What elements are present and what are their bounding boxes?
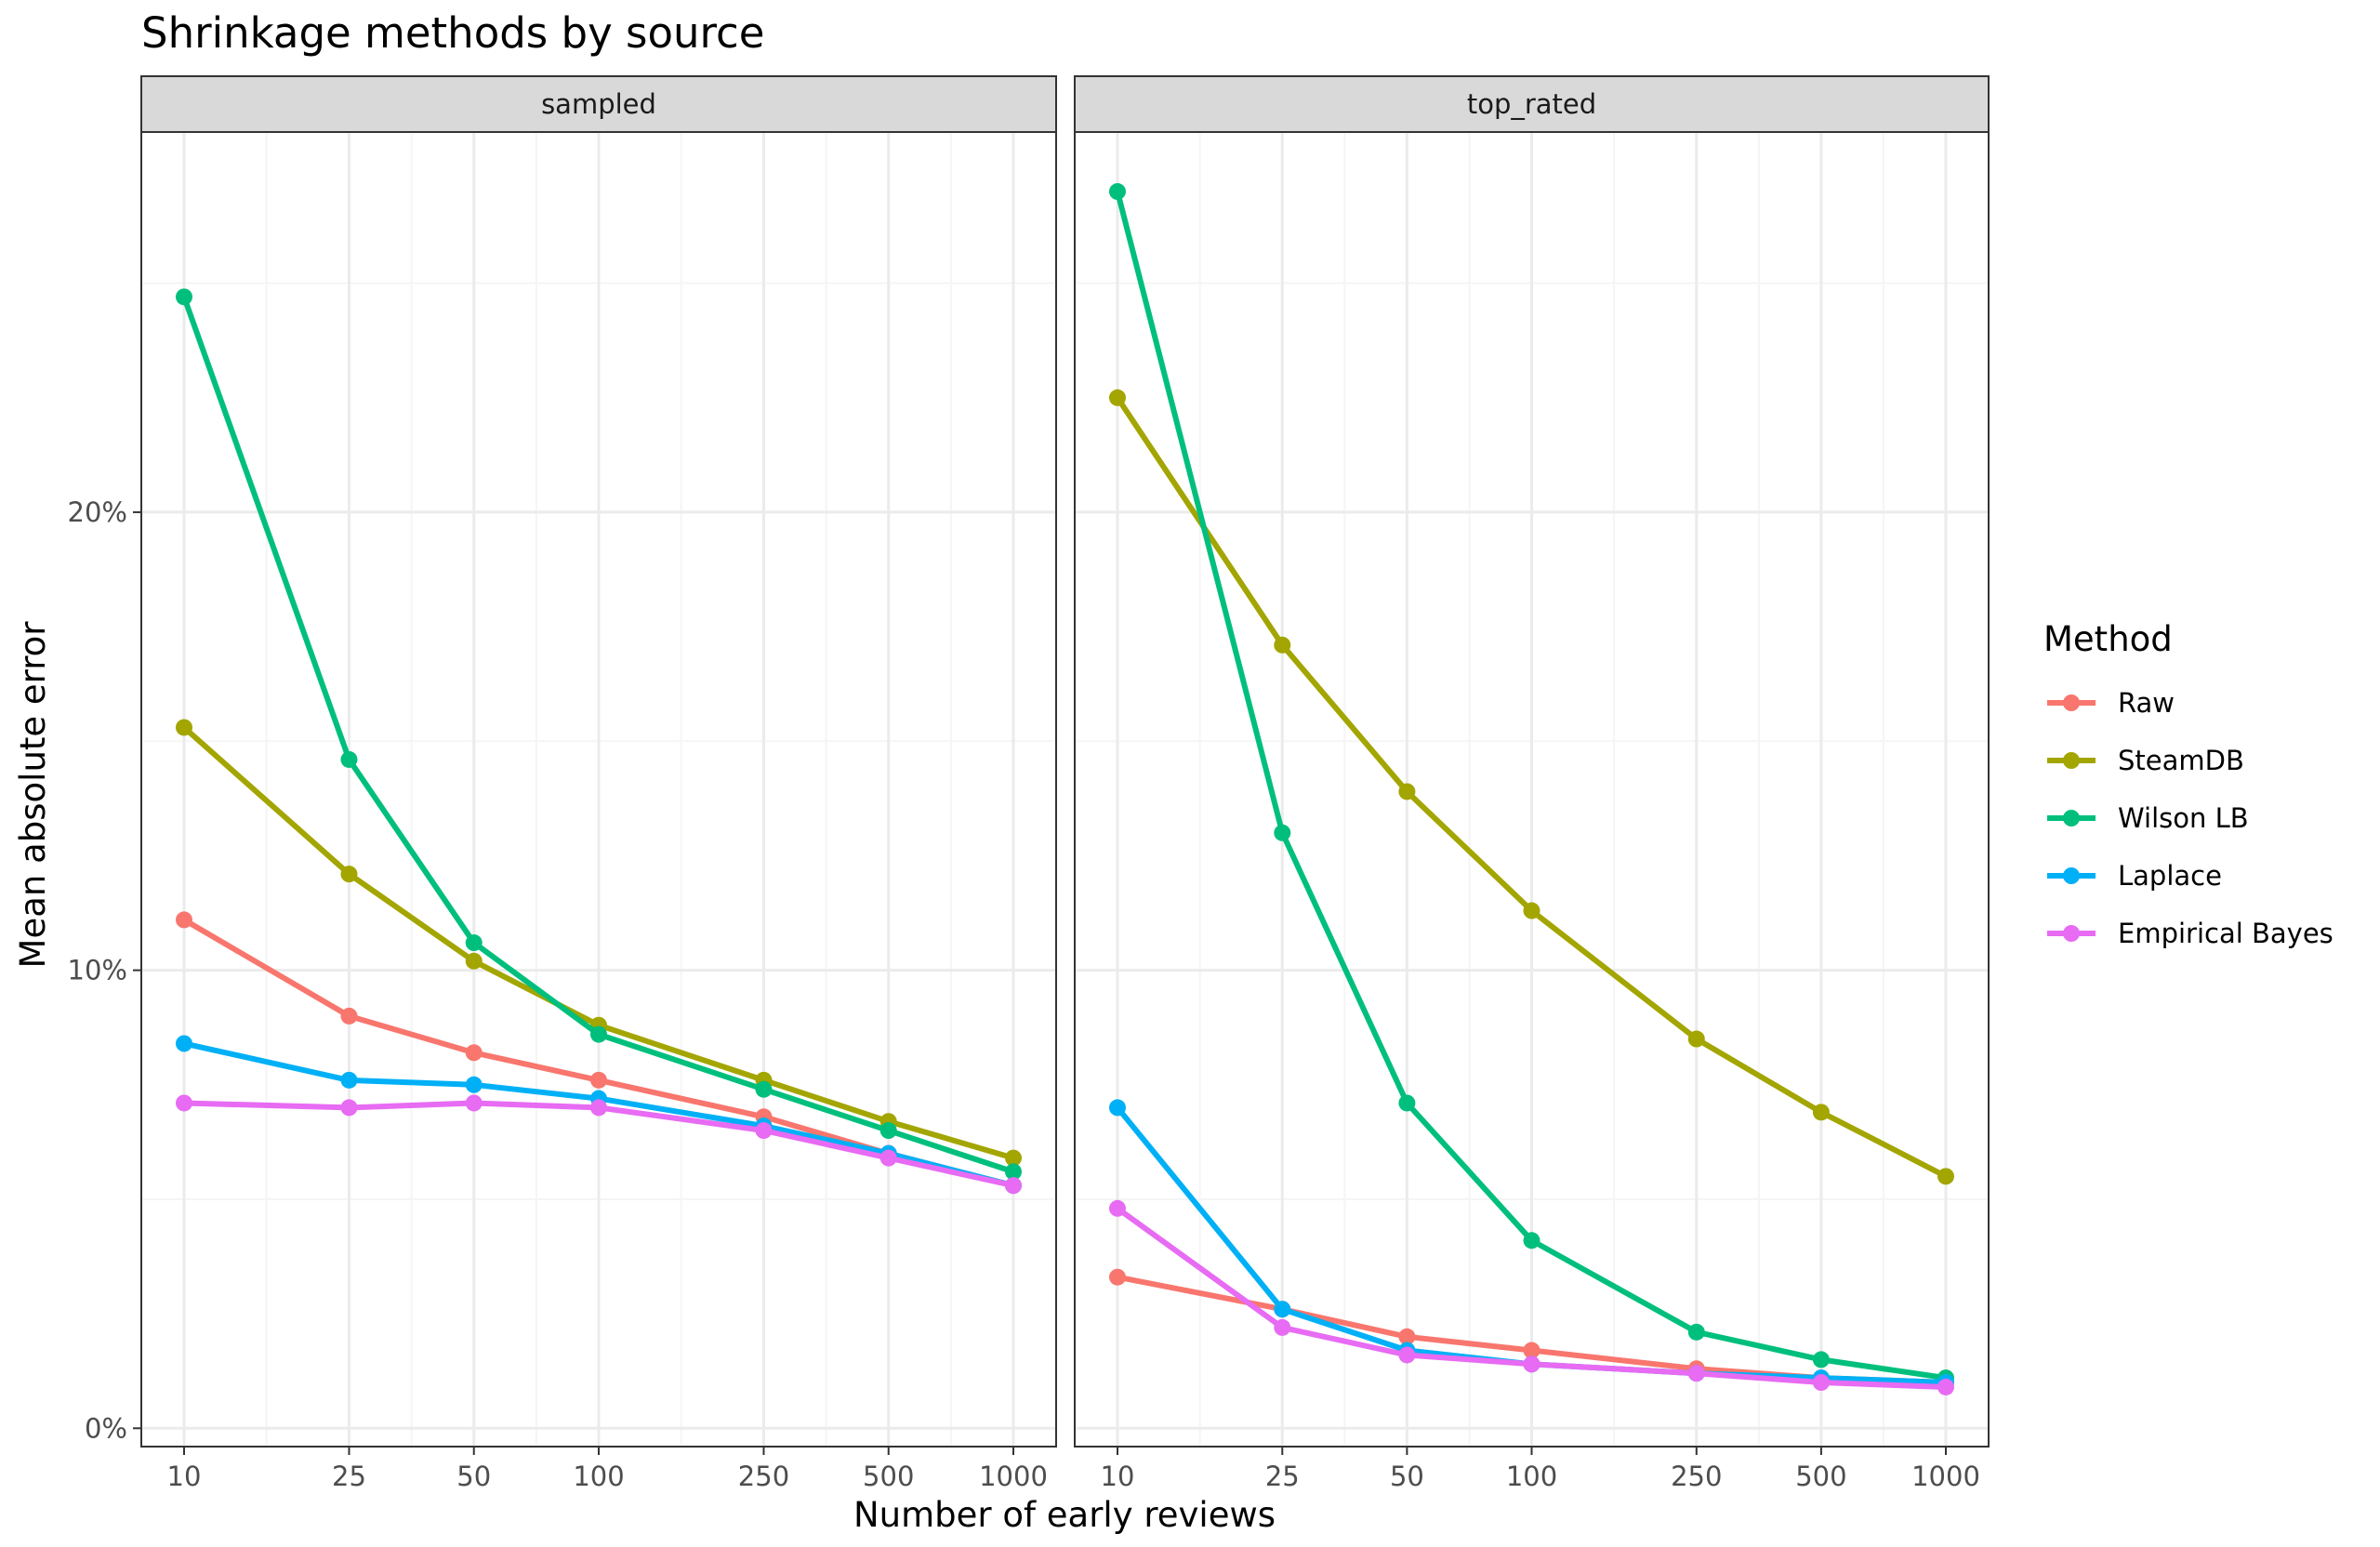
- legend-item: Wilson LB: [2047, 802, 2249, 834]
- legend-label: Raw: [2118, 687, 2175, 719]
- facet-panels: sampled 10 25 50 100 250 500 1000 top_rated 10 25 5…: [68, 75, 1990, 1492]
- x-tick-label: 250: [1671, 1461, 1722, 1492]
- data-point: [1274, 1301, 1291, 1318]
- data-point: [1687, 1365, 1705, 1382]
- data-point: [1109, 183, 1126, 201]
- x-tick-label: 1000: [979, 1461, 1048, 1492]
- legend-key-point: [2063, 925, 2080, 942]
- data-point: [590, 1099, 607, 1117]
- y-tick-label: 0%: [85, 1412, 127, 1444]
- data-point: [465, 934, 483, 952]
- data-point: [340, 750, 358, 768]
- x-tick-label: 500: [1795, 1461, 1846, 1492]
- data-point: [340, 1071, 358, 1089]
- data-point: [1109, 1099, 1126, 1117]
- data-point: [1109, 389, 1126, 406]
- legend-item: Empirical Bayes: [2047, 918, 2334, 949]
- facet-strip-label: top_rated: [1467, 88, 1596, 120]
- data-point: [465, 1044, 483, 1062]
- x-tick-label: 100: [573, 1461, 624, 1492]
- data-point: [590, 1071, 607, 1089]
- legend-key-point: [2063, 752, 2080, 769]
- data-point: [1109, 1199, 1126, 1217]
- data-point: [1274, 1318, 1291, 1336]
- legend-label: SteamDB: [2118, 745, 2244, 776]
- legend-label: Laplace: [2118, 860, 2222, 892]
- legend-label: Empirical Bayes: [2118, 918, 2334, 949]
- data-point: [755, 1122, 773, 1140]
- data-point: [1274, 636, 1291, 654]
- y-tick-label: 10%: [68, 955, 127, 986]
- x-tick-label: 250: [738, 1461, 789, 1492]
- data-point: [176, 1094, 192, 1112]
- data-point: [1523, 1342, 1540, 1359]
- data-point: [1109, 1268, 1126, 1286]
- data-point: [176, 911, 192, 929]
- x-tick-label: 25: [1265, 1461, 1300, 1492]
- data-point: [1812, 1374, 1830, 1392]
- data-point: [1523, 1232, 1540, 1250]
- data-point: [1274, 824, 1291, 841]
- data-point: [176, 1035, 192, 1052]
- facet-strip-label: sampled: [541, 88, 656, 120]
- y-axis-title: Mean absolute error: [13, 621, 53, 969]
- data-point: [1005, 1149, 1022, 1167]
- data-point: [1005, 1177, 1022, 1195]
- data-point: [176, 288, 192, 306]
- x-tick-label: 10: [1101, 1461, 1135, 1492]
- data-point: [1937, 1378, 1954, 1395]
- x-tick-label: 50: [456, 1461, 491, 1492]
- legend-item: Laplace: [2047, 860, 2222, 892]
- data-point: [465, 952, 483, 970]
- facet-panel-top_rated: top_rated 10 25 50 100 250 500 1000: [1074, 75, 1990, 1492]
- chart-title: Shrinkage methods by source: [141, 8, 764, 58]
- data-point: [1687, 1323, 1705, 1341]
- data-point: [1398, 1094, 1416, 1112]
- x-tick-label: 1000: [1911, 1461, 1980, 1492]
- data-point: [340, 866, 358, 883]
- legend-label: Wilson LB: [2118, 802, 2249, 834]
- data-point: [590, 1025, 607, 1043]
- legend-key-point: [2063, 694, 2080, 711]
- x-axis-title: Number of early reviews: [853, 1495, 1276, 1535]
- data-point: [1812, 1351, 1830, 1368]
- facet-panel-sampled: sampled 10 25 50 100 250 500 1000: [140, 75, 1057, 1492]
- x-tick-label: 50: [1390, 1461, 1424, 1492]
- x-tick-label: 100: [1506, 1461, 1557, 1492]
- legend-item: Raw: [2047, 687, 2175, 719]
- facet-strip: [140, 75, 1057, 133]
- data-point: [1398, 783, 1416, 800]
- data-point: [1687, 1030, 1705, 1048]
- legend-title: Method: [2043, 619, 2173, 659]
- data-point: [465, 1094, 483, 1112]
- data-point: [755, 1080, 773, 1098]
- legend-key-point: [2063, 867, 2080, 884]
- legend: Method Raw SteamDB Wilson LB Laplace Empiric…: [2043, 619, 2334, 949]
- x-tick-label: 25: [332, 1461, 366, 1492]
- data-point: [1523, 1355, 1540, 1373]
- data-point: [1005, 1163, 1022, 1181]
- x-tick-label: 500: [863, 1461, 914, 1492]
- data-point: [1398, 1346, 1416, 1364]
- data-point: [1398, 1328, 1416, 1345]
- data-point: [1523, 902, 1540, 919]
- data-point: [879, 1122, 897, 1140]
- legend-key-point: [2063, 810, 2080, 826]
- facet-strip: [1074, 75, 1990, 133]
- data-point: [1812, 1104, 1830, 1121]
- data-point: [465, 1076, 483, 1093]
- data-point: [340, 1007, 358, 1025]
- data-point: [879, 1149, 897, 1167]
- y-tick-label: 20%: [68, 496, 127, 528]
- data-point: [340, 1099, 358, 1117]
- legend-item: SteamDB: [2047, 745, 2244, 776]
- data-point: [176, 719, 192, 736]
- x-tick-label: 10: [167, 1461, 202, 1492]
- data-point: [1937, 1168, 1954, 1185]
